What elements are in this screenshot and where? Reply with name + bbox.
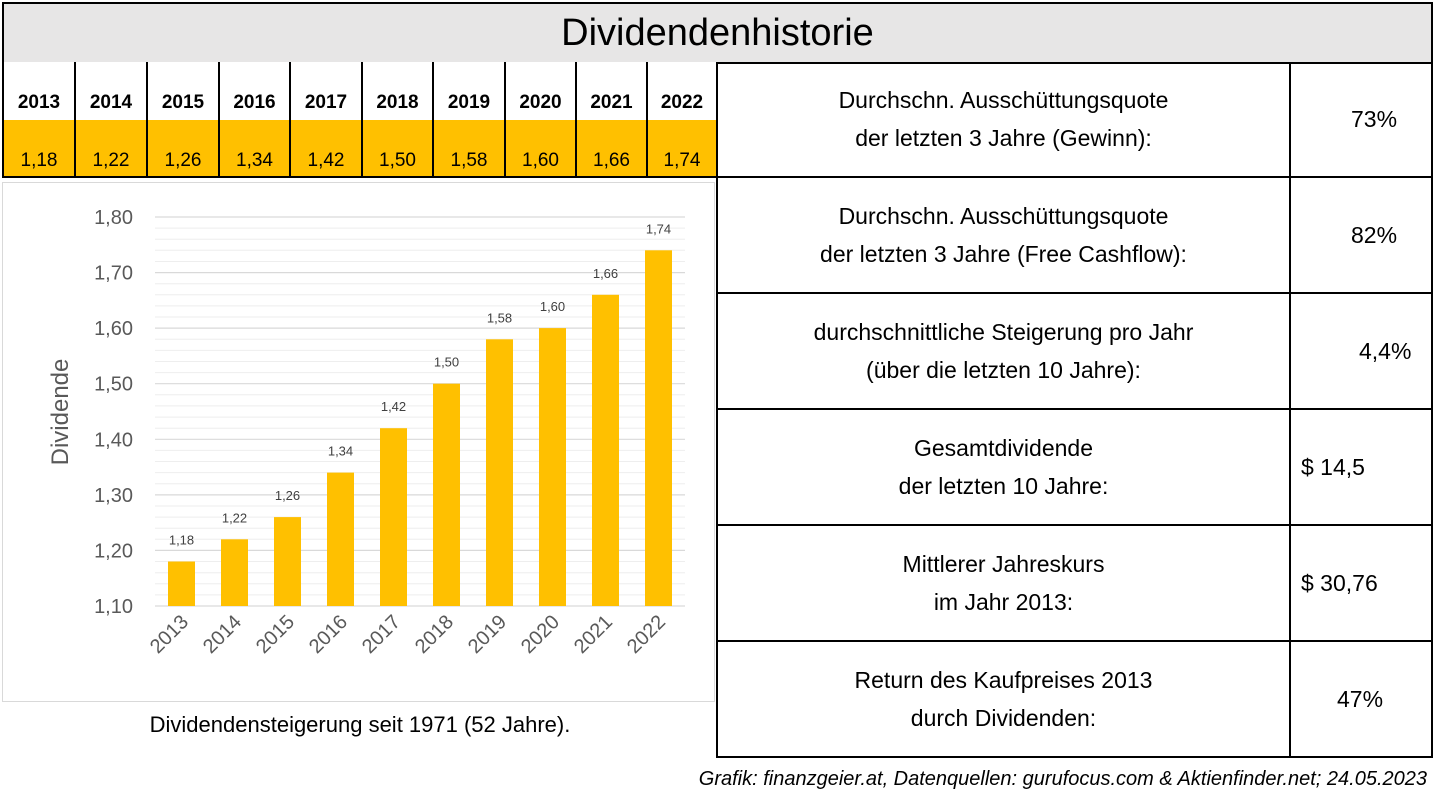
year-value-2018: 1,50 [363, 120, 434, 176]
y-tick-label: 1,50 [94, 374, 133, 396]
stat-label: Mittlerer Jahreskurs im Jahr 2013: [718, 526, 1291, 640]
stat-label-line1: Mittlerer Jahreskurs [902, 551, 1105, 577]
dividend-bar-chart: 1,10 1,20 1,30 1,40 1,50 1,60 1,70 1,80 Dividend… [47, 207, 685, 658]
stat-row-avg-price: Mittlerer Jahreskurs im Jahr 2013: $ 30,… [718, 526, 1431, 642]
data-label-2015: 1,26 [275, 488, 300, 503]
stat-label: Gesamtdividende der letzten 10 Jahre: [718, 410, 1291, 524]
stat-label-line1: durchschnittliche Steigerung pro Jahr [813, 319, 1194, 345]
year-value-2013: 1,18 [4, 120, 76, 176]
year-value-2022: 1,74 [648, 120, 716, 176]
year-value-2014: 1,22 [76, 120, 148, 176]
bar-2020 [539, 328, 566, 606]
stat-row-payout-fcf: Durchschn. Ausschüttungsquote der letzte… [718, 178, 1431, 294]
stat-label: Durchschn. Ausschüttungsquote der letzte… [718, 178, 1291, 292]
year-header-2016: 2016 [220, 62, 291, 120]
x-tick-label-2021: 2021 [570, 611, 617, 658]
data-label-2014: 1,22 [222, 510, 247, 525]
stat-row-growth: durchschnittliche Steigerung pro Jahr (ü… [718, 294, 1431, 410]
data-label-2013: 1,18 [169, 533, 194, 548]
data-label-2020: 1,60 [540, 299, 565, 314]
x-tick-label-2013: 2013 [146, 611, 193, 658]
year-value-2020: 1,60 [506, 120, 577, 176]
dividend-year-table: 2013 2014 2015 2016 2017 2018 2019 2020 … [2, 62, 718, 178]
bar-2014 [221, 539, 248, 606]
bar-2018 [433, 383, 460, 606]
year-header-2018: 2018 [363, 62, 434, 120]
x-tick-label-2017: 2017 [358, 611, 405, 658]
bar-2019 [486, 339, 513, 606]
year-header-2022: 2022 [648, 62, 716, 120]
data-label-2021: 1,66 [593, 266, 618, 281]
y-tick-label: 1,10 [94, 596, 133, 618]
y-tick-label: 1,40 [94, 429, 133, 451]
stat-label-line1: Durchschn. Ausschüttungsquote [838, 203, 1169, 229]
y-tick-label: 1,20 [94, 540, 133, 562]
year-header-2015: 2015 [148, 62, 220, 120]
year-header-2019: 2019 [434, 62, 506, 120]
stat-row-payout-earnings: Durchschn. Ausschüttungsquote der letzte… [718, 62, 1431, 178]
stat-value: $ 14,5 [1301, 453, 1365, 480]
data-label-2017: 1,42 [381, 399, 406, 414]
stat-label: durchschnittliche Steigerung pro Jahr (ü… [718, 294, 1291, 408]
year-value-2016: 1,34 [220, 120, 291, 176]
stat-label: Return des Kaufpreises 2013 durch Divide… [718, 642, 1291, 756]
stat-value: $ 30,76 [1301, 569, 1378, 596]
year-value-2021: 1,66 [577, 120, 648, 176]
year-header-2020: 2020 [506, 62, 577, 120]
year-header-2021: 2021 [577, 62, 648, 120]
stat-label-line1: Durchschn. Ausschüttungsquote [838, 87, 1169, 113]
x-tick-label-2014: 2014 [199, 611, 246, 658]
year-header-2013: 2013 [4, 62, 76, 120]
year-value-2015: 1,26 [148, 120, 220, 176]
stat-label-line2: der letzten 3 Jahre (Free Cashflow): [820, 241, 1187, 267]
stat-label-line1: Gesamtdividende [914, 435, 1093, 461]
stats-table: Durchschn. Ausschüttungsquote der letzte… [716, 62, 1433, 758]
stat-value: 47% [1337, 685, 1384, 712]
stat-label-line2: der letzten 10 Jahre: [898, 473, 1109, 499]
chart-caption: Dividendensteigerung seit 1971 (52 Jahre… [149, 712, 571, 737]
data-label-2022: 1,74 [646, 221, 671, 236]
year-header-2017: 2017 [291, 62, 363, 120]
bar-2017 [380, 428, 407, 606]
stat-row-return: Return des Kaufpreises 2013 durch Divide… [718, 642, 1431, 756]
stat-value: 73% [1351, 105, 1398, 132]
year-value-2017: 1,42 [291, 120, 363, 176]
bar-2016 [327, 472, 354, 606]
x-tick-label-2019: 2019 [464, 611, 511, 658]
stat-label-line2: im Jahr 2013: [933, 589, 1074, 615]
bar-2021 [592, 294, 619, 606]
x-tick-label-2015: 2015 [252, 611, 299, 658]
bar-2013 [168, 561, 195, 606]
data-label-2016: 1,34 [328, 444, 353, 459]
stat-value: 4,4% [1359, 337, 1412, 364]
page-title: Dividendenhistorie [2, 2, 1433, 64]
y-tick-label: 1,60 [94, 318, 133, 340]
y-axis-title: Dividende [47, 359, 74, 466]
data-label-2019: 1,58 [487, 310, 512, 325]
bar-2022 [645, 250, 672, 607]
x-tick-label-2018: 2018 [411, 611, 458, 658]
dividend-chart: 1,10 1,20 1,30 1,40 1,50 1,60 1,70 1,80 Dividend… [2, 182, 715, 702]
stat-label-line2: (über die letzten 10 Jahre): [866, 357, 1141, 383]
y-tick-label: 1,70 [94, 263, 133, 285]
data-label-2018: 1,50 [434, 355, 459, 370]
x-tick-label-2020: 2020 [517, 611, 564, 658]
stat-label: Durchschn. Ausschüttungsquote der letzte… [718, 62, 1291, 176]
bar-2015 [274, 517, 301, 606]
stat-row-total-dividend: Gesamtdividende der letzten 10 Jahre: $ … [718, 410, 1431, 526]
stat-label-line2: der letzten 3 Jahre (Gewinn): [855, 125, 1152, 151]
stat-label-line2: durch Dividenden: [910, 705, 1097, 731]
x-tick-label-2022: 2022 [623, 611, 670, 658]
year-value-2019: 1,58 [434, 120, 506, 176]
stat-label-line1: Return des Kaufpreises 2013 [854, 667, 1153, 693]
stat-value: 82% [1351, 221, 1398, 248]
year-header-2014: 2014 [76, 62, 148, 120]
y-tick-label: 1,30 [94, 485, 133, 507]
source-footer: Grafik: finanzgeier.at, Datenquellen: gu… [698, 768, 1427, 790]
y-tick-label: 1,80 [94, 207, 133, 229]
x-tick-label-2016: 2016 [305, 611, 352, 658]
